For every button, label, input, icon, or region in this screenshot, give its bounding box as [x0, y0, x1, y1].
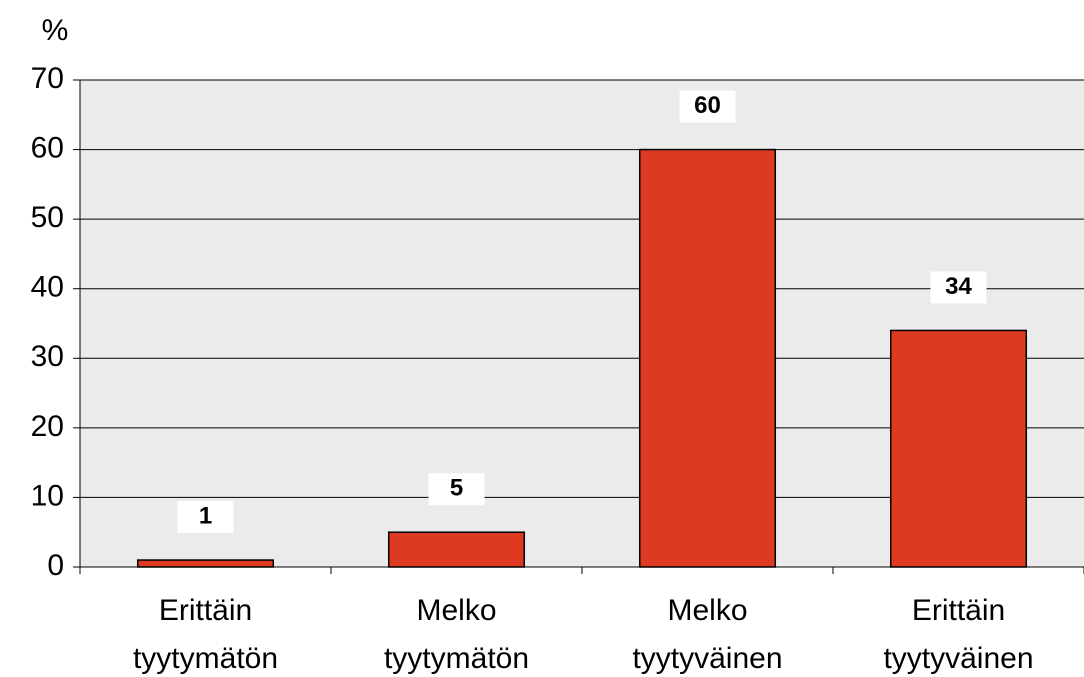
- value-label: 34: [945, 273, 972, 300]
- y-tick-label: 70: [31, 62, 64, 95]
- y-tick-label: 60: [31, 131, 64, 164]
- x-tick-label: tyytymätön: [133, 642, 278, 675]
- x-tick-label: tyytyväinen: [632, 642, 782, 675]
- y-axis-label: %: [42, 14, 69, 47]
- y-tick-label: 10: [31, 479, 64, 512]
- value-label-bg: [177, 501, 234, 534]
- bar: [136, 559, 275, 568]
- y-tick-label: 0: [47, 549, 64, 582]
- value-label-bg: [930, 271, 987, 304]
- y-tick-label: 30: [31, 340, 64, 373]
- x-tick-label: Melko: [416, 594, 496, 627]
- x-tick-label: Erittäin: [912, 594, 1005, 627]
- y-tick-label: 50: [31, 201, 64, 234]
- value-label: 5: [450, 475, 463, 502]
- x-tick-label: tyytyväinen: [883, 642, 1033, 675]
- bar: [889, 329, 1028, 568]
- x-tick-label: tyytymätön: [384, 642, 529, 675]
- x-tick-label: Melko: [667, 594, 747, 627]
- value-label-bg: [428, 473, 485, 506]
- value-label-bg: [679, 90, 736, 123]
- y-tick-label: 20: [31, 410, 64, 443]
- bar: [638, 148, 777, 568]
- value-label: 60: [694, 92, 721, 119]
- y-tick-label: 40: [31, 271, 64, 304]
- value-label: 1: [199, 502, 212, 529]
- bar: [387, 531, 526, 568]
- x-tick-label: Erittäin: [159, 594, 252, 627]
